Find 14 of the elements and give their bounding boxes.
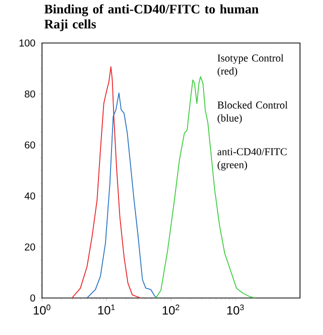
annotation: Isotype Control (red): [218, 54, 284, 77]
y-tick-label: 100: [20, 39, 36, 47]
annotation: anti-CD40/FITC (green): [218, 148, 287, 170]
annotation: Blocked Control (blue): [217, 101, 288, 124]
x-tick-label: 10$^{1}$: [98, 304, 115, 314]
x-tick-label: 10$^{2}$: [162, 304, 180, 315]
y-tick-label: 40: [24, 192, 36, 200]
y-tick-label: 20: [24, 243, 36, 251]
y-tick-label: 60: [24, 141, 36, 149]
x-tick-label: 10$^{0}$: [34, 304, 50, 315]
y-tick-label: 0: [30, 294, 36, 302]
y-tick-label: 80: [24, 90, 36, 98]
chart-title: Binding of anti-CD40/FITC to human Raji cells: [44, 4, 259, 32]
x-tick-label: 10$^{3}$: [227, 304, 244, 315]
